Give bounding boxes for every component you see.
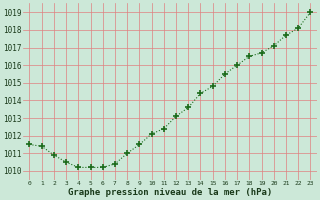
X-axis label: Graphe pression niveau de la mer (hPa): Graphe pression niveau de la mer (hPa) [68, 188, 272, 197]
